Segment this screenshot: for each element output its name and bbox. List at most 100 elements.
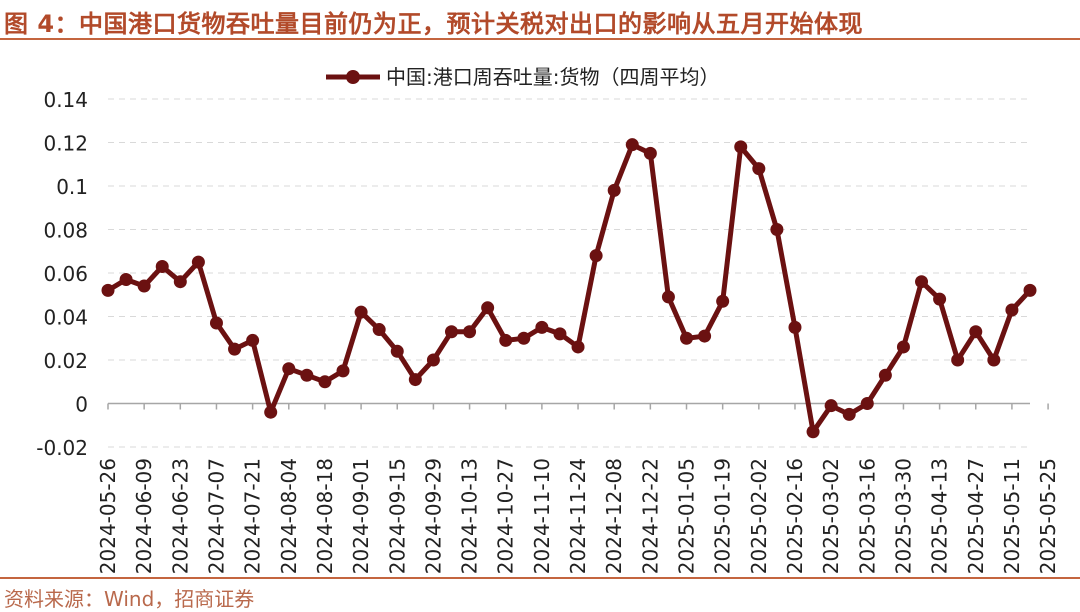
x-tick-label: 2025-02-02 bbox=[747, 458, 771, 574]
data-point bbox=[878, 368, 892, 382]
data-point bbox=[101, 283, 115, 297]
data-point bbox=[951, 353, 965, 367]
x-tick-label: 2025-01-19 bbox=[711, 458, 735, 574]
data-point bbox=[643, 146, 657, 160]
data-point bbox=[390, 344, 404, 358]
chart-area: 0.14 0.12 0.1 0.08 0.06 0.04 0.02 0 -0.02 2024-05… bbox=[0, 40, 1080, 576]
legend-label: 中国:港口周吞吐量:货物（四周平均） bbox=[386, 65, 719, 89]
data-point bbox=[354, 305, 368, 319]
data-point bbox=[1023, 283, 1037, 297]
data-point bbox=[824, 399, 838, 413]
x-tick-label: 2025-03-02 bbox=[819, 458, 843, 574]
axes: 0.14 0.12 0.1 0.08 0.06 0.04 0.02 0 -0.02 2024-05… bbox=[36, 88, 1060, 574]
data-point bbox=[933, 292, 947, 306]
y-tick-label: 0.14 bbox=[43, 88, 88, 112]
series-line bbox=[106, 142, 1032, 435]
source-bar: 资料来源：Wind，招商证券 bbox=[0, 577, 1080, 611]
y-tick-label: 0.12 bbox=[43, 132, 88, 156]
data-point bbox=[987, 353, 1001, 367]
x-tick-label: 2024-05-26 bbox=[96, 458, 120, 574]
data-point bbox=[408, 373, 422, 387]
x-tick-label: 2024-10-13 bbox=[458, 458, 482, 574]
y-tick-label: 0.04 bbox=[43, 306, 88, 330]
x-tick-label: 2024-12-22 bbox=[638, 458, 662, 574]
source-note: 资料来源：Wind，招商证券 bbox=[4, 587, 255, 611]
data-point bbox=[191, 255, 205, 269]
data-point bbox=[607, 183, 621, 197]
data-point bbox=[842, 407, 856, 421]
data-point bbox=[1005, 303, 1019, 317]
x-tick-label: 2025-01-05 bbox=[675, 458, 699, 574]
legend-marker bbox=[346, 70, 360, 84]
series-line-group bbox=[106, 142, 1032, 435]
y-tick-label: -0.02 bbox=[36, 436, 88, 460]
data-point bbox=[463, 325, 477, 339]
y-tick-label: 0.1 bbox=[56, 175, 88, 199]
data-point bbox=[155, 259, 169, 273]
gridlines bbox=[108, 98, 1030, 448]
figure-title-bar: 图 4：中国港口货物吞吐量目前仍为正，预计关税对出口的影响从五月开始体现 bbox=[0, 0, 1080, 40]
data-point bbox=[896, 340, 910, 354]
x-tick-label: 2025-04-27 bbox=[964, 458, 988, 574]
x-tick-label: 2024-11-24 bbox=[566, 458, 590, 574]
x-tick-label: 2024-07-07 bbox=[204, 458, 228, 574]
x-tick-label: 2025-05-25 bbox=[1036, 458, 1060, 574]
data-point bbox=[969, 325, 983, 339]
data-point bbox=[137, 279, 151, 293]
series-points bbox=[101, 138, 1037, 439]
data-point bbox=[372, 323, 386, 337]
data-point bbox=[336, 364, 350, 378]
x-tick-label: 2024-09-29 bbox=[421, 458, 445, 574]
data-point bbox=[318, 375, 332, 389]
data-point bbox=[246, 333, 260, 347]
data-point bbox=[444, 325, 458, 339]
data-point bbox=[517, 331, 531, 345]
x-tick-label: 2025-03-16 bbox=[855, 458, 879, 574]
legend: 中国:港口周吞吐量:货物（四周平均） bbox=[326, 65, 719, 89]
data-point bbox=[209, 316, 223, 330]
data-point bbox=[860, 397, 874, 410]
y-tick-label: 0.08 bbox=[43, 219, 88, 243]
data-point bbox=[734, 140, 748, 154]
data-point bbox=[770, 223, 784, 236]
figure-title: 图 4：中国港口货物吞吐量目前仍为正，预计关税对出口的影响从五月开始体现 bbox=[4, 10, 864, 38]
x-tick-label: 2024-12-08 bbox=[602, 458, 626, 574]
x-tick-label: 2024-08-18 bbox=[313, 458, 337, 574]
data-point bbox=[228, 342, 242, 356]
data-point bbox=[264, 405, 278, 419]
data-point bbox=[752, 162, 766, 176]
x-tick-label: 2024-11-10 bbox=[530, 458, 554, 574]
data-point bbox=[788, 320, 802, 334]
x-tick-label: 2024-06-09 bbox=[132, 458, 156, 574]
data-point bbox=[915, 275, 929, 289]
x-tick-label: 2024-09-01 bbox=[349, 458, 373, 574]
y-tick-label: 0.02 bbox=[43, 349, 88, 373]
x-tick-label: 2024-10-27 bbox=[494, 458, 518, 574]
data-point bbox=[553, 327, 567, 341]
x-tick-label: 2024-08-04 bbox=[277, 458, 301, 574]
y-tick-label: 0.06 bbox=[43, 262, 88, 286]
data-point bbox=[589, 249, 603, 263]
x-tick-label: 2025-03-30 bbox=[891, 458, 915, 574]
data-point bbox=[661, 290, 675, 304]
x-tick-label: 2024-07-21 bbox=[241, 458, 265, 574]
x-tick-label: 2024-06-23 bbox=[168, 458, 192, 574]
data-point bbox=[282, 362, 296, 376]
data-point bbox=[571, 340, 585, 354]
data-point bbox=[300, 368, 314, 382]
x-tick-label: 2025-04-13 bbox=[928, 458, 952, 574]
x-tick-label: 2024-09-15 bbox=[385, 458, 409, 574]
data-point bbox=[806, 425, 820, 439]
y-tick-label: 0 bbox=[75, 393, 88, 417]
data-point bbox=[698, 329, 712, 343]
data-point bbox=[625, 138, 639, 152]
data-point bbox=[173, 275, 187, 289]
data-point bbox=[426, 353, 440, 367]
data-point bbox=[499, 333, 513, 347]
data-point bbox=[680, 331, 694, 345]
data-point bbox=[119, 273, 133, 287]
line-chart: 0.14 0.12 0.1 0.08 0.06 0.04 0.02 0 -0.02 2024-05… bbox=[36, 65, 1060, 574]
data-point bbox=[716, 294, 730, 308]
data-point bbox=[481, 301, 495, 315]
x-tick-label: 2025-05-11 bbox=[1000, 458, 1024, 574]
